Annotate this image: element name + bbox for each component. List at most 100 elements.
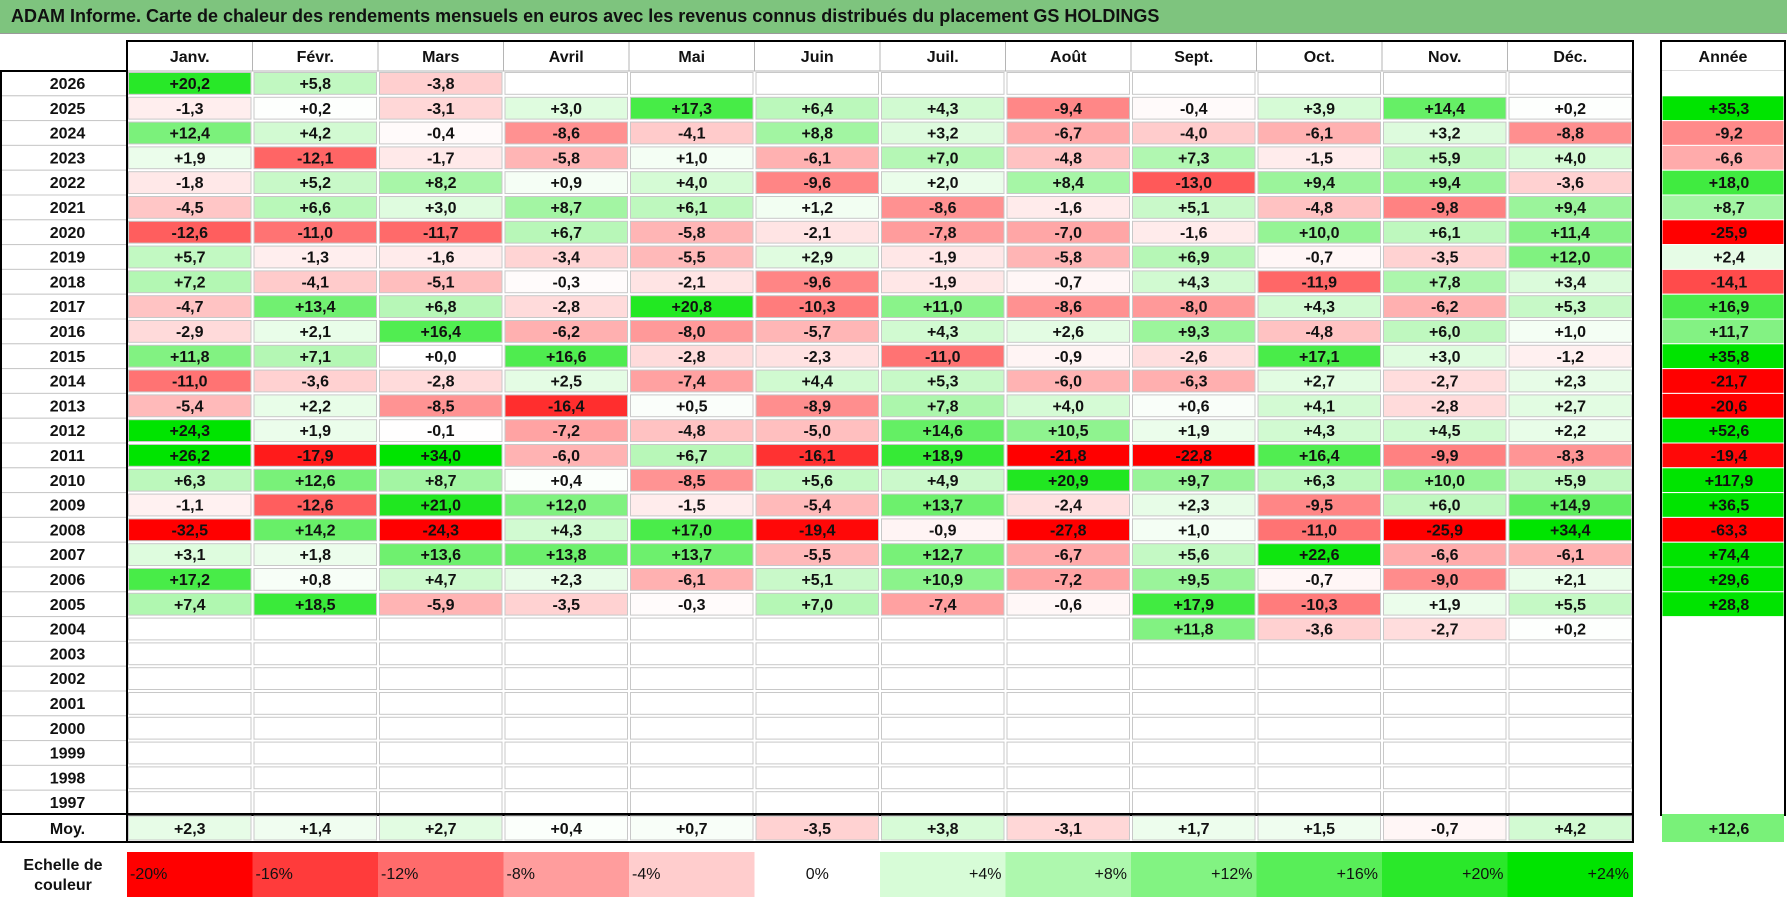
month-return-value: -12,6 <box>297 498 334 515</box>
month-return-cell <box>630 419 754 443</box>
month-return-value: +20,8 <box>672 299 713 316</box>
year-label: 2009 <box>50 498 86 515</box>
month-return-value: -7,8 <box>929 225 957 242</box>
month-return-cell <box>1132 220 1256 244</box>
month-return-value: -11,0 <box>925 349 961 366</box>
month-return-cell <box>1257 468 1381 492</box>
month-return-cell <box>755 96 879 120</box>
month-return-cell <box>504 344 628 368</box>
year-label: 2018 <box>50 274 86 291</box>
month-return-value: +7,0 <box>927 150 959 167</box>
annual-return-value: -6,6 <box>1715 150 1743 167</box>
month-return-cell <box>630 791 754 815</box>
month-return-cell <box>1132 96 1256 120</box>
month-return-value: -6,1 <box>1556 547 1584 564</box>
month-return-value: +7,1 <box>299 349 331 366</box>
month-return-cell <box>1508 716 1632 740</box>
month-return-value: -25,9 <box>1427 522 1464 539</box>
year-cell <box>0 690 128 717</box>
month-return-value: -8,6 <box>552 126 580 143</box>
month-return-cell <box>379 369 503 393</box>
month-return-value: +14,2 <box>295 522 336 539</box>
legend-step-label: +12% <box>1211 866 1252 883</box>
month-return-cell <box>1132 568 1256 591</box>
month-return-value: -1,9 <box>929 250 957 267</box>
month-return-value: +7,2 <box>174 274 206 291</box>
month-return-value: +6,3 <box>1303 473 1335 490</box>
month-return-value: -7,4 <box>929 597 957 614</box>
month-return-value: -0,9 <box>1054 349 1082 366</box>
month-return-cell <box>504 791 628 815</box>
average-return-value: +0,7 <box>676 821 708 838</box>
legend-swatch <box>754 852 880 897</box>
month-return-cell <box>1508 543 1632 567</box>
month-return-cell <box>504 766 628 790</box>
month-return-value: +17,3 <box>672 101 713 118</box>
month-return-value: +8,4 <box>1052 175 1084 192</box>
month-return-value: +9,4 <box>1303 175 1335 192</box>
legend-step-label: -8% <box>507 866 535 883</box>
month-return-cell <box>1006 766 1130 790</box>
year-cell <box>0 392 128 419</box>
month-return-cell <box>1257 295 1381 319</box>
year-label: 2004 <box>50 622 86 639</box>
month-return-cell <box>1132 394 1256 418</box>
month-return-value: +1,9 <box>1178 423 1210 440</box>
month-return-cell <box>253 245 377 269</box>
annual-return-cell <box>1661 516 1785 543</box>
year-label: 2026 <box>50 76 86 93</box>
month-return-cell <box>253 72 377 95</box>
month-header-label: Juil. <box>927 49 959 66</box>
annual-return-cell <box>1661 293 1785 320</box>
month-return-cell <box>379 692 503 715</box>
month-return-cell <box>1508 667 1632 691</box>
month-return-value: +3,4 <box>1554 274 1586 291</box>
month-return-value: +12,6 <box>295 473 336 490</box>
month-return-value: -3,4 <box>552 250 580 267</box>
month-return-cell <box>881 617 1005 641</box>
month-return-value: -6,3 <box>1180 374 1208 391</box>
month-return-cell <box>881 741 1005 765</box>
average-return-cell <box>1132 815 1256 841</box>
month-header-label: Juin <box>801 49 834 66</box>
month-return-cell <box>1257 270 1381 294</box>
month-return-value: +4,3 <box>1178 274 1210 291</box>
month-return-cell <box>253 220 377 244</box>
month-return-value: -4,7 <box>176 299 204 316</box>
month-return-value: -8,0 <box>1180 299 1208 316</box>
month-return-value: -6,1 <box>1305 126 1333 143</box>
month-return-cell <box>1508 344 1632 368</box>
month-return-value: -3,8 <box>427 76 455 93</box>
month-return-value: -0,3 <box>678 597 706 614</box>
average-row-border <box>126 813 1634 843</box>
month-return-cell <box>630 592 754 616</box>
legend-step-label: +8% <box>1095 866 1127 883</box>
month-return-cell <box>253 617 377 641</box>
month-return-value: -5,8 <box>1054 250 1082 267</box>
annual-return-value: +36,5 <box>1709 498 1750 515</box>
average-return-value: +1,5 <box>1303 821 1335 838</box>
month-return-cell <box>504 419 628 443</box>
month-return-cell <box>755 295 879 319</box>
average-return-value: +1,4 <box>299 821 331 838</box>
annual-return-value: +29,6 <box>1709 572 1750 589</box>
month-return-value: -1,6 <box>427 250 455 267</box>
month-return-value: +2,9 <box>801 250 833 267</box>
month-return-value: +2,3 <box>1554 374 1586 391</box>
month-return-value: +3,0 <box>425 200 457 217</box>
legend-swatch <box>252 852 378 897</box>
month-return-value: +1,8 <box>299 547 331 564</box>
month-return-value: -0,4 <box>427 126 455 143</box>
month-return-cell <box>630 320 754 343</box>
month-return-cell <box>881 766 1005 790</box>
month-return-value: +0,6 <box>1178 398 1210 415</box>
month-return-cell <box>881 716 1005 740</box>
month-return-value: -9,0 <box>1431 572 1459 589</box>
month-return-cell <box>630 493 754 517</box>
month-return-cell <box>1006 543 1130 567</box>
year-label: 2006 <box>50 572 86 589</box>
month-return-value: +8,8 <box>801 126 833 143</box>
month-return-cell <box>1006 419 1130 443</box>
month-return-value: +9,3 <box>1178 324 1210 341</box>
